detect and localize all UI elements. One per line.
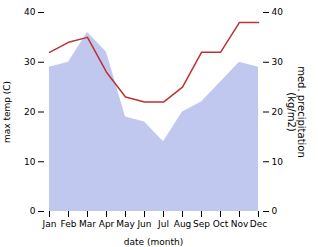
svg-text:Jun: Jun: [136, 219, 151, 229]
svg-text:40: 40: [272, 7, 284, 17]
svg-text:30: 30: [272, 57, 284, 67]
svg-text:Aug: Aug: [174, 219, 192, 229]
svg-text:Mar: Mar: [79, 219, 96, 229]
svg-text:Jan: Jan: [42, 219, 57, 229]
svg-text:10: 10: [24, 157, 36, 167]
svg-text:Oct: Oct: [213, 219, 229, 229]
svg-text:May: May: [116, 219, 135, 229]
svg-text:Apr: Apr: [99, 219, 115, 229]
svg-text:30: 30: [24, 57, 36, 67]
svg-text:10: 10: [272, 157, 284, 167]
svg-text:Jul: Jul: [157, 219, 169, 229]
svg-text:med. precipitation(kg/m2): med. precipitation(kg/m2): [286, 66, 307, 158]
svg-text:max temp (C): max temp (C): [2, 81, 12, 143]
svg-text:20: 20: [272, 107, 284, 117]
svg-text:Nov: Nov: [231, 219, 249, 229]
svg-text:20: 20: [24, 107, 36, 117]
svg-text:0: 0: [272, 206, 278, 216]
svg-text:Feb: Feb: [61, 219, 77, 229]
svg-text:0: 0: [30, 206, 36, 216]
svg-text:date (month): date (month): [124, 237, 183, 247]
svg-text:40: 40: [24, 7, 36, 17]
svg-text:Dec: Dec: [250, 219, 267, 229]
svg-text:Sep: Sep: [193, 219, 210, 229]
